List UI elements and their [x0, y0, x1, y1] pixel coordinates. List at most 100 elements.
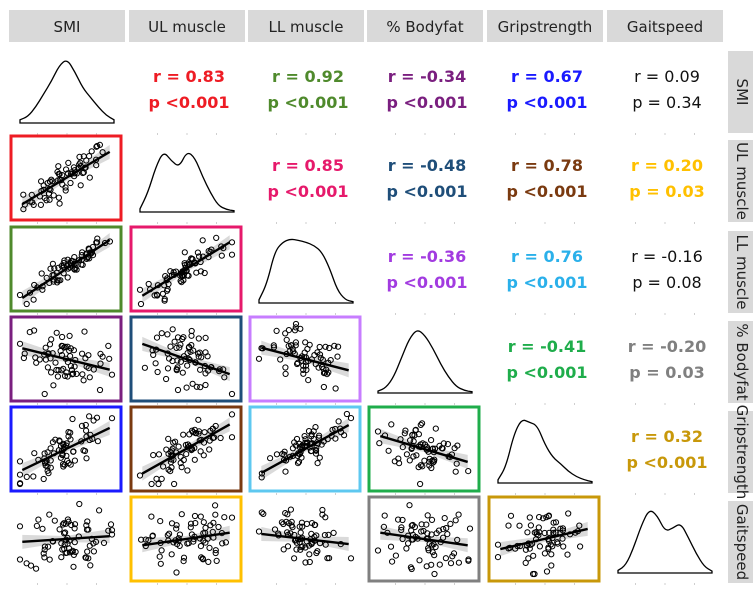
scatter-point [108, 531, 116, 538]
scatter-panel [367, 495, 481, 583]
scatter-point [326, 344, 333, 352]
scatter-point [47, 464, 54, 471]
scatter-point [413, 452, 420, 459]
scatter-point [83, 427, 90, 434]
scatter-point [465, 557, 472, 564]
scatter-point [420, 527, 427, 535]
scatter-point [321, 532, 328, 539]
scatter-point [166, 530, 173, 537]
scatter-point [312, 521, 319, 529]
scatter-point [212, 502, 219, 509]
scatter-point [86, 174, 93, 181]
scatter-point [157, 560, 164, 567]
scatter-panel [9, 134, 123, 222]
scatter-point [407, 437, 414, 444]
correlation-p: p <0.001 [506, 93, 587, 112]
scatter-point [71, 525, 78, 532]
scatter-point [535, 524, 542, 531]
regression-line [380, 531, 468, 547]
scatter-point [59, 546, 66, 553]
scatter-point [292, 320, 300, 328]
scatter-point [196, 253, 203, 260]
scatter-point [141, 364, 148, 371]
panel-highlight-frame [129, 495, 243, 583]
scatter-panel [248, 405, 362, 493]
scatter-point [419, 420, 426, 427]
scatter-point [347, 415, 355, 422]
scatter-point [148, 480, 155, 488]
scatter-point [52, 359, 59, 366]
scatter-point [258, 509, 265, 516]
scatter-point [343, 410, 350, 418]
scatter-point [82, 355, 89, 362]
correlation-p: p <0.001 [267, 93, 348, 112]
scatter-point [177, 453, 184, 460]
regression-line [141, 241, 231, 297]
density-curve-gripstrength [497, 419, 593, 484]
scatter-point [62, 187, 69, 194]
scatter-point [540, 515, 547, 522]
scatter-point [99, 353, 106, 360]
scatter-point [23, 473, 30, 480]
scatter-point [228, 251, 236, 258]
scatter-point [16, 458, 24, 465]
scatter-point [55, 194, 63, 201]
scatter-point [61, 372, 69, 379]
regression-line [379, 434, 469, 464]
scatter-point [291, 327, 299, 334]
scatter-point [172, 438, 179, 445]
scatter-point [81, 447, 89, 455]
scatter-point [258, 470, 265, 477]
scatter-point [157, 518, 164, 525]
scatter-point [293, 546, 300, 553]
correlation-p: p = 0.08 [632, 273, 701, 292]
scatter-point [548, 551, 555, 558]
scatter-point [71, 457, 79, 464]
scatter-point [322, 514, 329, 521]
scatter-point [288, 342, 295, 349]
scatter-point [197, 448, 204, 455]
scatter-point [180, 558, 187, 565]
scatter-point [155, 480, 162, 488]
scatter-point [46, 178, 54, 185]
scatter-point [436, 561, 443, 568]
scatter-point [174, 386, 182, 394]
scatter-point [64, 274, 71, 281]
scatter-point [211, 434, 218, 441]
scatter-point [335, 418, 342, 425]
scatter-point [399, 444, 406, 451]
scatter-panel [129, 495, 243, 583]
scatter-point [51, 517, 58, 524]
scatter-point [531, 529, 538, 536]
scatter-point [151, 292, 158, 299]
row-header-label: UL muscle [733, 142, 751, 220]
scatter-point [48, 336, 55, 343]
row-header-label: Gripstrength [733, 405, 751, 500]
scatter-point [294, 460, 302, 467]
scatter-point [455, 511, 462, 518]
scatter-point [204, 353, 211, 360]
scatter-point [56, 526, 63, 533]
scatter-point [318, 441, 325, 448]
scatter-point [173, 367, 180, 374]
scatter-point [78, 422, 86, 429]
scatter-point [80, 153, 87, 160]
scatter-point [564, 551, 571, 558]
scatter-point [60, 365, 67, 372]
column-header-bg [607, 10, 723, 42]
scatter-point [38, 270, 45, 277]
scatter-point [178, 511, 185, 518]
row-header: SMI [728, 51, 753, 133]
scatter-point [398, 524, 405, 531]
panel-highlight-frame [487, 495, 601, 583]
scatter-point [187, 524, 194, 531]
scatter-point [431, 552, 438, 559]
scatter-point [106, 355, 113, 362]
scatter-point [53, 366, 60, 374]
row-header-bg [728, 51, 753, 133]
scatter-point [320, 365, 327, 372]
scatter-point [58, 262, 65, 270]
scatter-point [421, 441, 429, 448]
correlation-p: p = 0.34 [632, 93, 701, 112]
panel-highlight-frame [129, 405, 243, 493]
